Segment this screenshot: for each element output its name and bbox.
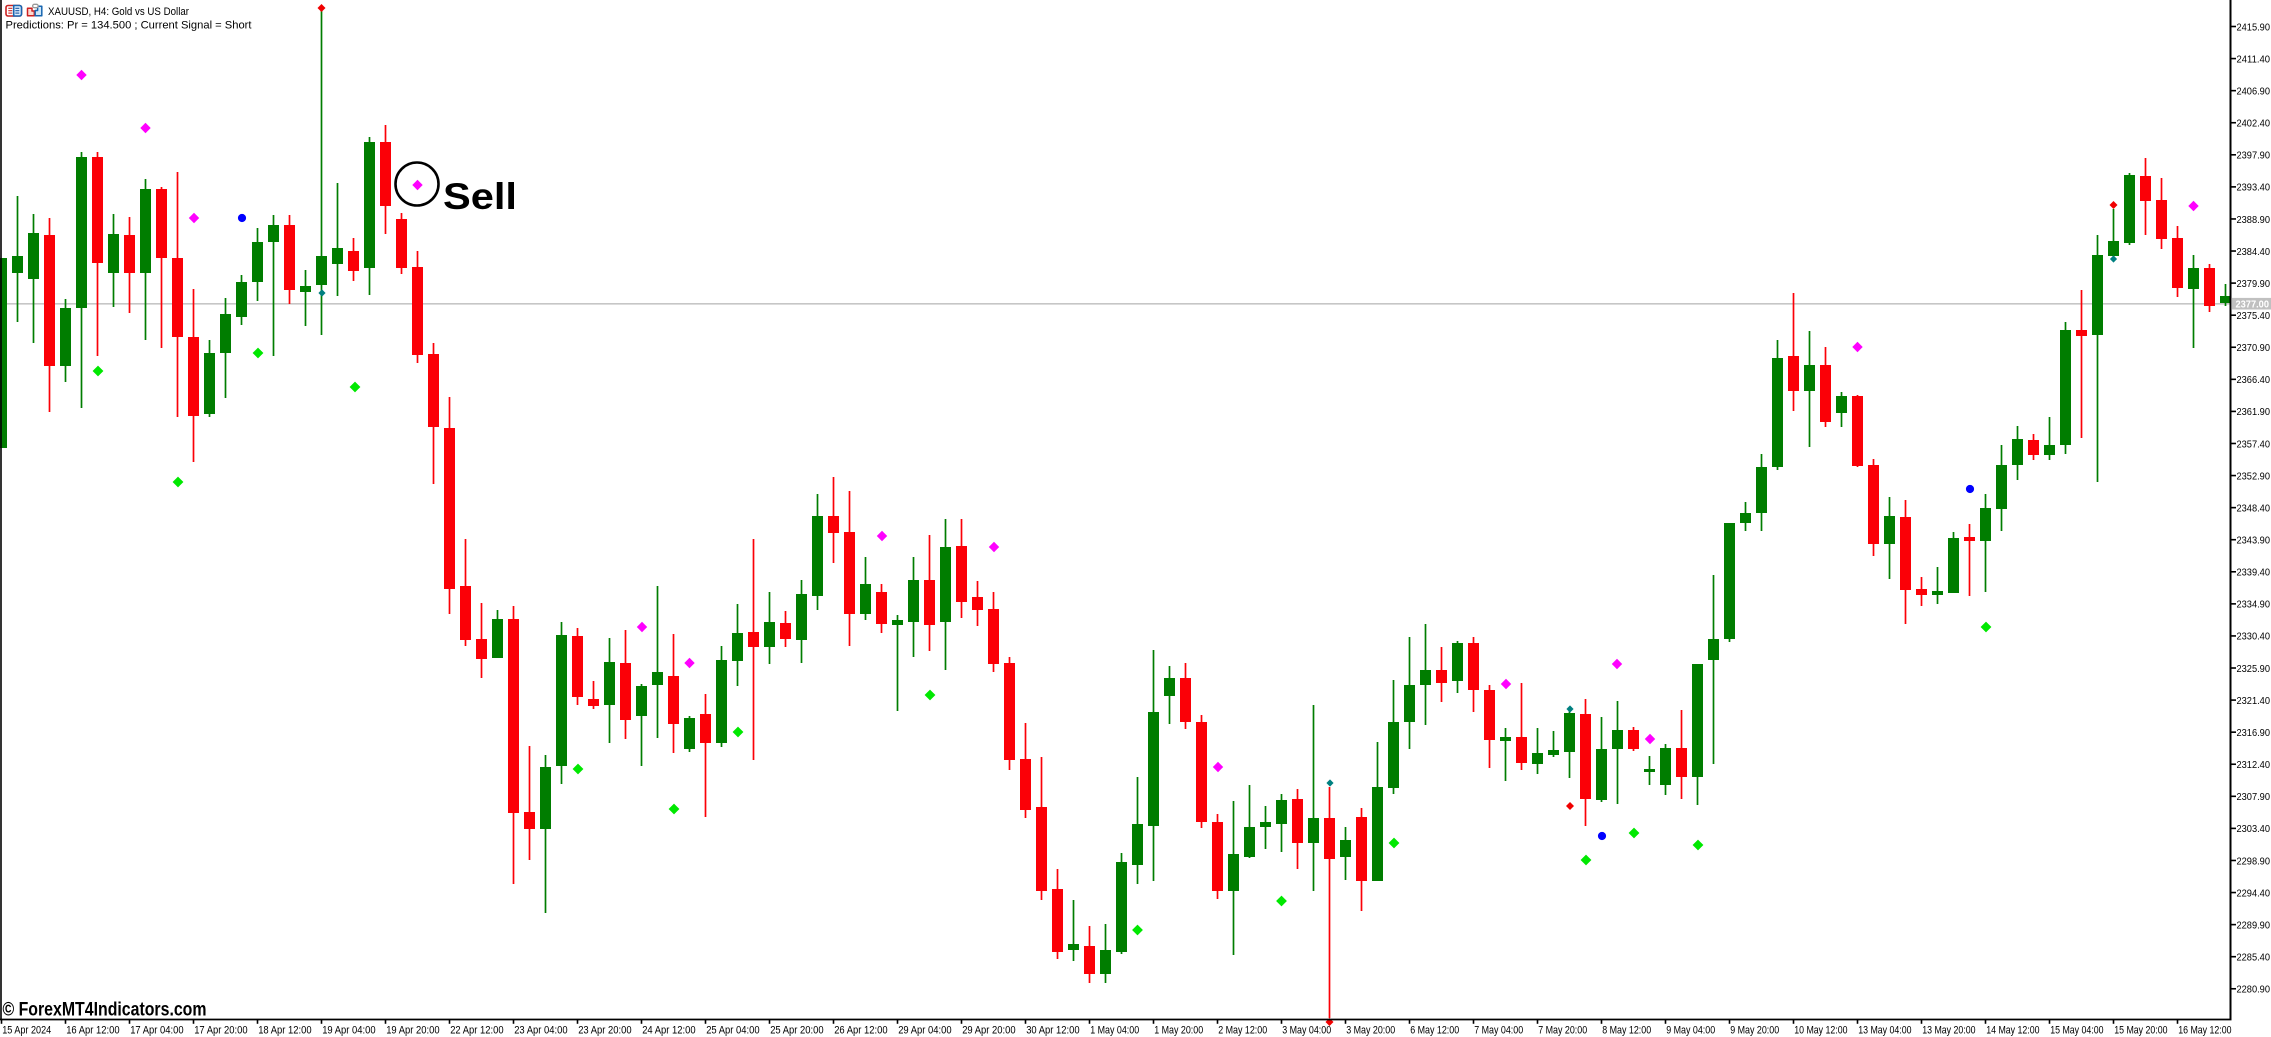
svg-text:23 Apr 20:00: 23 Apr 20:00	[578, 1024, 631, 1036]
svg-text:13 May 04:00: 13 May 04:00	[1858, 1024, 1911, 1036]
svg-text:2339.40: 2339.40	[2237, 567, 2271, 579]
svg-text:Predictions: Pr = 134.500 ; Cu: Predictions: Pr = 134.500 ; Current Sign…	[6, 20, 252, 32]
svg-text:25 Apr 04:00: 25 Apr 04:00	[706, 1024, 759, 1036]
svg-text:2325.90: 2325.90	[2237, 663, 2271, 675]
svg-text:25 Apr 20:00: 25 Apr 20:00	[770, 1024, 823, 1036]
svg-text:6 May 12:00: 6 May 12:00	[1410, 1024, 1459, 1036]
svg-text:2294.40: 2294.40	[2237, 887, 2271, 899]
svg-text:2357.40: 2357.40	[2237, 438, 2271, 450]
svg-text:7 May 04:00: 7 May 04:00	[1474, 1024, 1523, 1036]
svg-text:8 May 12:00: 8 May 12:00	[1602, 1024, 1651, 1036]
svg-text:2388.90: 2388.90	[2237, 214, 2271, 226]
svg-text:15 May 04:00: 15 May 04:00	[2050, 1024, 2103, 1036]
svg-text:16 Apr 12:00: 16 Apr 12:00	[66, 1024, 119, 1036]
svg-text:2303.40: 2303.40	[2237, 823, 2271, 835]
svg-text:19 Apr 04:00: 19 Apr 04:00	[322, 1024, 375, 1036]
svg-text:2397.90: 2397.90	[2237, 150, 2271, 162]
svg-text:18 Apr 12:00: 18 Apr 12:00	[258, 1024, 311, 1036]
svg-text:2402.40: 2402.40	[2237, 118, 2271, 130]
svg-text:2375.40: 2375.40	[2237, 310, 2271, 322]
svg-text:13 May 20:00: 13 May 20:00	[1922, 1024, 1975, 1036]
svg-text:2366.40: 2366.40	[2237, 374, 2271, 386]
svg-text:17 Apr 20:00: 17 Apr 20:00	[194, 1024, 247, 1036]
svg-text:2312.40: 2312.40	[2237, 759, 2271, 771]
svg-text:2298.90: 2298.90	[2237, 855, 2271, 867]
svg-text:26 Apr 12:00: 26 Apr 12:00	[834, 1024, 887, 1036]
svg-text:14 May 12:00: 14 May 12:00	[1986, 1024, 2039, 1036]
svg-text:2280.90: 2280.90	[2237, 984, 2271, 996]
svg-text:2289.90: 2289.90	[2237, 919, 2271, 931]
svg-text:2321.40: 2321.40	[2237, 695, 2271, 707]
svg-text:XAUUSD, H4: Gold vs US Dollar: XAUUSD, H4: Gold vs US Dollar	[48, 6, 189, 18]
svg-text:9 May 04:00: 9 May 04:00	[1666, 1024, 1715, 1036]
svg-text:2370.90: 2370.90	[2237, 342, 2271, 354]
svg-text:Sell: Sell	[443, 176, 517, 217]
svg-text:10 May 12:00: 10 May 12:00	[1794, 1024, 1847, 1036]
svg-text:© ForexMT4Indicators.com: © ForexMT4Indicators.com	[3, 1000, 207, 1021]
svg-text:2285.40: 2285.40	[2237, 951, 2271, 963]
svg-text:2377.00: 2377.00	[2236, 298, 2270, 310]
svg-text:2415.90: 2415.90	[2237, 21, 2271, 33]
svg-text:7 May 20:00: 7 May 20:00	[1538, 1024, 1587, 1036]
svg-text:29 Apr 20:00: 29 Apr 20:00	[962, 1024, 1015, 1036]
svg-text:2348.40: 2348.40	[2237, 502, 2271, 514]
svg-text:2361.90: 2361.90	[2237, 406, 2271, 418]
svg-text:24 Apr 12:00: 24 Apr 12:00	[642, 1024, 695, 1036]
svg-text:17 Apr 04:00: 17 Apr 04:00	[130, 1024, 183, 1036]
svg-text:2384.40: 2384.40	[2237, 246, 2271, 258]
svg-text:2316.90: 2316.90	[2237, 727, 2271, 739]
svg-text:1 May 04:00: 1 May 04:00	[1090, 1024, 1139, 1036]
svg-text:2393.40: 2393.40	[2237, 182, 2271, 194]
svg-text:2 May 12:00: 2 May 12:00	[1218, 1024, 1267, 1036]
svg-text:19 Apr 20:00: 19 Apr 20:00	[386, 1024, 439, 1036]
svg-text:2307.90: 2307.90	[2237, 791, 2271, 803]
svg-text:2330.40: 2330.40	[2237, 631, 2271, 643]
svg-text:2379.90: 2379.90	[2237, 278, 2271, 290]
svg-text:2343.90: 2343.90	[2237, 535, 2271, 547]
svg-text:3 May 20:00: 3 May 20:00	[1346, 1024, 1395, 1036]
svg-text:3 May 04:00: 3 May 04:00	[1282, 1024, 1331, 1036]
svg-text:1 May 20:00: 1 May 20:00	[1154, 1024, 1203, 1036]
svg-text:15 May 20:00: 15 May 20:00	[2114, 1024, 2167, 1036]
svg-text:2352.90: 2352.90	[2237, 470, 2271, 482]
svg-text:9 May 20:00: 9 May 20:00	[1730, 1024, 1779, 1036]
svg-text:23 Apr 04:00: 23 Apr 04:00	[514, 1024, 567, 1036]
svg-text:16 May 12:00: 16 May 12:00	[2178, 1024, 2231, 1036]
svg-text:2411.40: 2411.40	[2237, 53, 2271, 65]
svg-text:15 Apr 2024: 15 Apr 2024	[2, 1024, 51, 1036]
svg-text:22 Apr 12:00: 22 Apr 12:00	[450, 1024, 503, 1036]
svg-text:29 Apr 04:00: 29 Apr 04:00	[898, 1024, 951, 1036]
svg-text:2406.90: 2406.90	[2237, 85, 2271, 97]
svg-text:30 Apr 12:00: 30 Apr 12:00	[1026, 1024, 1079, 1036]
svg-text:2334.90: 2334.90	[2237, 599, 2271, 611]
